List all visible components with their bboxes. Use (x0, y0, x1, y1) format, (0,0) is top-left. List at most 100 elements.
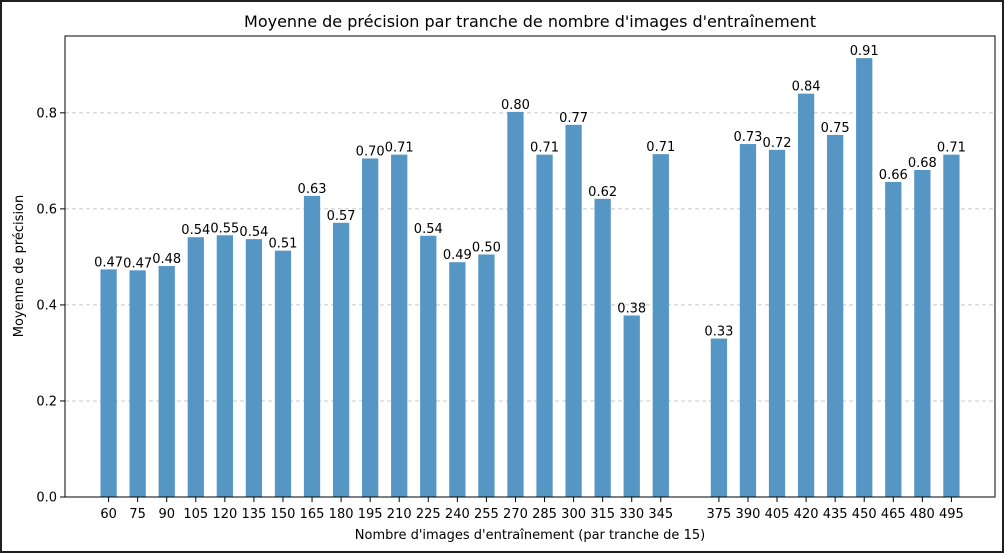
bar-value-label: 0.72 (763, 136, 792, 151)
bar-value-label: 0.84 (792, 80, 821, 95)
bar-value-label: 0.63 (298, 182, 327, 197)
bar-value-label: 0.57 (327, 209, 356, 224)
bar (303, 195, 321, 498)
x-tick-label: 180 (329, 507, 354, 522)
x-tick-label: 405 (765, 507, 790, 522)
x-tick-label: 150 (271, 507, 296, 522)
y-tick-label: 0.8 (36, 106, 57, 121)
bar (885, 181, 902, 497)
bar-value-label: 0.70 (356, 144, 385, 159)
x-ticks: 60 75 90 105 120 135 150 165 180 195 210 225 240 255 2… (100, 497, 964, 522)
bar-value-label: 0.47 (123, 256, 152, 271)
x-tick-label: 75 (129, 507, 146, 522)
bar-value-label: 0.66 (879, 168, 908, 183)
x-tick-label: 165 (300, 507, 325, 522)
bar (158, 266, 175, 497)
bar (245, 239, 263, 498)
bar-value-label: 0.54 (239, 225, 268, 240)
x-tick-label: 330 (619, 507, 644, 522)
y-axis-label: Moyenne de précision (12, 195, 27, 338)
x-tick-label: 195 (358, 507, 383, 522)
y-tick-label: 0.6 (36, 202, 57, 217)
data-labels: 0.47 0.47 0.480.54 0.55 0.540.510.630.570.70… (94, 44, 966, 339)
x-tick-label: 120 (212, 507, 237, 522)
y-tick-label: 0.2 (36, 394, 57, 409)
bar-value-label: 0.77 (559, 111, 588, 126)
bar-value-label: 0.71 (385, 141, 414, 156)
bar (187, 237, 204, 498)
bar-value-label: 0.38 (617, 301, 646, 316)
bar-value-label: 0.71 (530, 141, 559, 156)
x-tick-label: 285 (532, 507, 557, 522)
bar (478, 254, 495, 497)
x-tick-label: 255 (474, 507, 499, 522)
bar (449, 262, 466, 497)
bar (827, 134, 844, 497)
x-tick-label: 390 (736, 507, 761, 522)
bar-value-label: 0.71 (937, 141, 966, 156)
x-tick-label: 435 (823, 507, 848, 522)
bar (362, 158, 379, 497)
x-tick-label: 495 (939, 507, 964, 522)
bar (100, 269, 117, 497)
x-tick-label: 105 (183, 507, 208, 522)
bar (216, 235, 233, 498)
bar-value-label: 0.33 (704, 325, 733, 340)
bar-value-label: 0.68 (908, 156, 937, 171)
bar-value-label: 0.91 (850, 44, 879, 59)
x-axis-label: Nombre d'images d'entraînement (par tran… (355, 528, 705, 543)
x-tick-label: 90 (158, 507, 175, 522)
x-tick-label: 270 (503, 507, 528, 522)
x-tick-label: 135 (241, 507, 266, 522)
x-tick-label: 375 (706, 507, 731, 522)
bar-value-label: 0.50 (472, 240, 501, 255)
bar (594, 198, 611, 497)
bar-value-label: 0.62 (588, 185, 617, 200)
bar-value-label: 0.80 (501, 98, 530, 113)
x-tick-label: 465 (881, 507, 906, 522)
x-tick-label: 315 (590, 507, 615, 522)
bar (739, 144, 757, 497)
bar (943, 154, 960, 498)
bar-value-label: 0.47 (94, 255, 123, 270)
bar-value-label: 0.54 (414, 222, 443, 237)
bar (332, 222, 350, 498)
plot-area-frame (64, 35, 996, 498)
x-tick-label: 420 (794, 507, 819, 522)
bar (710, 338, 728, 497)
x-tick-label: 345 (648, 507, 673, 522)
grid-lines (65, 112, 995, 402)
bar-value-label: 0.55 (210, 221, 239, 236)
y-tick-label: 0.0 (36, 491, 57, 506)
bar-value-label: 0.73 (733, 130, 762, 145)
x-tick-label: 240 (445, 507, 470, 522)
bar-value-label: 0.48 (152, 252, 181, 267)
bar (129, 270, 146, 497)
bar-value-label: 0.75 (821, 121, 850, 136)
bar (623, 315, 640, 497)
x-tick-label: 225 (416, 507, 441, 522)
x-tick-label: 300 (561, 507, 586, 522)
bar-value-label: 0.54 (181, 223, 210, 238)
y-tick-label: 0.4 (36, 298, 57, 313)
bar (652, 154, 669, 497)
x-tick-label: 60 (100, 507, 117, 522)
y-ticks: 0.0 0.2 0.4 0.6 0.8 (36, 106, 65, 506)
bar (391, 154, 408, 498)
bar (536, 154, 553, 498)
bar (274, 250, 292, 497)
bar (856, 58, 873, 497)
bar (914, 169, 931, 497)
bars (100, 58, 960, 498)
bar (420, 235, 437, 497)
bar-value-label: 0.71 (646, 140, 675, 155)
bar (797, 93, 815, 497)
bar-value-label: 0.51 (268, 237, 297, 252)
x-tick-label: 480 (910, 507, 935, 522)
chart-title: Moyenne de précision par tranche de nomb… (244, 12, 816, 31)
bar (507, 111, 524, 497)
bar (768, 149, 786, 497)
bar-value-label: 0.49 (443, 248, 472, 263)
bar (565, 124, 582, 498)
